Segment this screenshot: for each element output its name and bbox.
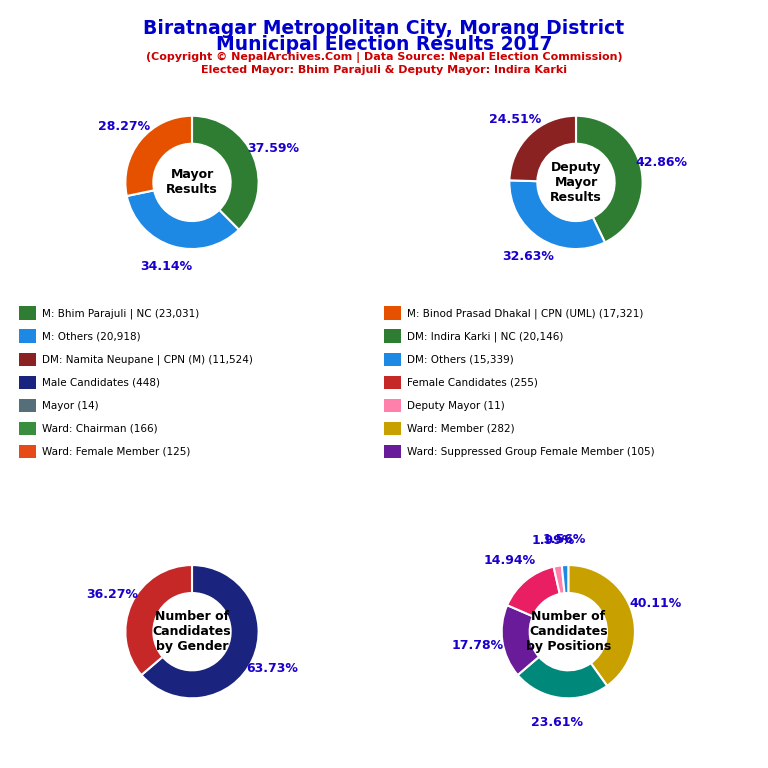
Wedge shape: [502, 605, 539, 675]
Text: 42.86%: 42.86%: [636, 157, 688, 169]
Text: Deputy
Mayor
Results: Deputy Mayor Results: [550, 161, 602, 204]
Text: Male Candidates (448): Male Candidates (448): [42, 377, 161, 388]
Wedge shape: [509, 116, 576, 181]
Wedge shape: [125, 565, 192, 675]
Text: 24.51%: 24.51%: [488, 113, 541, 126]
Text: 17.78%: 17.78%: [452, 639, 504, 652]
Text: 34.14%: 34.14%: [141, 260, 193, 273]
Text: DM: Others (15,339): DM: Others (15,339): [407, 354, 514, 365]
Text: 63.73%: 63.73%: [246, 662, 298, 675]
Text: 36.27%: 36.27%: [86, 588, 138, 601]
Wedge shape: [568, 565, 635, 686]
Text: 1.56%: 1.56%: [542, 533, 585, 546]
Text: 28.27%: 28.27%: [98, 121, 150, 134]
Wedge shape: [507, 567, 560, 616]
Text: M: Binod Prasad Dhakal | CPN (UML) (17,321): M: Binod Prasad Dhakal | CPN (UML) (17,3…: [407, 308, 644, 319]
Text: 40.11%: 40.11%: [630, 597, 682, 610]
Text: Number of
Candidates
by Gender: Number of Candidates by Gender: [153, 611, 231, 653]
Text: 32.63%: 32.63%: [502, 250, 554, 263]
Wedge shape: [518, 657, 607, 698]
Text: 37.59%: 37.59%: [247, 143, 300, 155]
Text: Deputy Mayor (11): Deputy Mayor (11): [407, 400, 505, 411]
Wedge shape: [125, 116, 192, 196]
Text: M: Bhim Parajuli | NC (23,031): M: Bhim Parajuli | NC (23,031): [42, 308, 200, 319]
Text: Female Candidates (255): Female Candidates (255): [407, 377, 538, 388]
Text: 14.94%: 14.94%: [484, 554, 535, 568]
Text: Ward: Suppressed Group Female Member (105): Ward: Suppressed Group Female Member (10…: [407, 446, 654, 457]
Text: DM: Namita Neupane | CPN (M) (11,524): DM: Namita Neupane | CPN (M) (11,524): [42, 354, 253, 365]
Wedge shape: [562, 565, 568, 593]
Text: Municipal Election Results 2017: Municipal Election Results 2017: [216, 35, 552, 54]
Text: Ward: Chairman (166): Ward: Chairman (166): [42, 423, 158, 434]
Wedge shape: [127, 190, 239, 249]
Wedge shape: [554, 565, 564, 594]
Text: M: Others (20,918): M: Others (20,918): [42, 331, 141, 342]
Wedge shape: [192, 116, 259, 230]
Text: 1.99%: 1.99%: [532, 535, 575, 548]
Text: DM: Indira Karki | NC (20,146): DM: Indira Karki | NC (20,146): [407, 331, 564, 342]
Text: 23.61%: 23.61%: [531, 717, 583, 730]
Text: Biratnagar Metropolitan City, Morang District: Biratnagar Metropolitan City, Morang Dis…: [144, 19, 624, 38]
Text: (Copyright © NepalArchives.Com | Data Source: Nepal Election Commission): (Copyright © NepalArchives.Com | Data So…: [146, 52, 622, 63]
Text: Ward: Female Member (125): Ward: Female Member (125): [42, 446, 190, 457]
Text: Number of
Candidates
by Positions: Number of Candidates by Positions: [525, 611, 611, 653]
Text: Elected Mayor: Bhim Parajuli & Deputy Mayor: Indira Karki: Elected Mayor: Bhim Parajuli & Deputy Ma…: [201, 65, 567, 74]
Wedge shape: [576, 116, 643, 243]
Wedge shape: [141, 565, 259, 698]
Text: Ward: Member (282): Ward: Member (282): [407, 423, 515, 434]
Wedge shape: [509, 180, 605, 249]
Text: Mayor
Results: Mayor Results: [166, 168, 218, 197]
Text: Mayor (14): Mayor (14): [42, 400, 99, 411]
